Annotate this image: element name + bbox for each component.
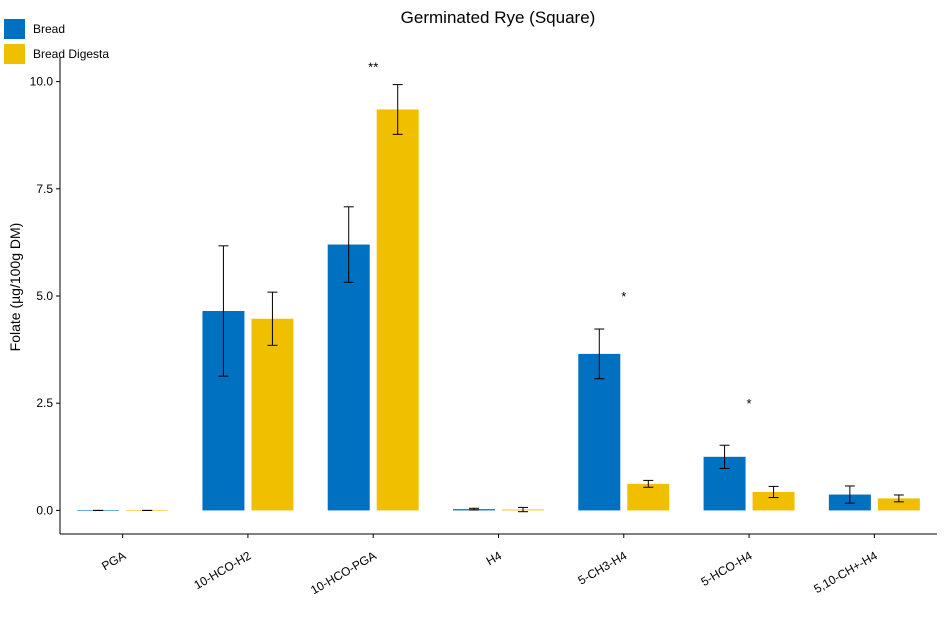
x-tick-label-pga: PGA: [99, 548, 128, 573]
legend-label-bread: Bread: [33, 21, 66, 36]
error-bar-bread-digesta-10-hco-h2: [267, 291, 278, 346]
error-bar-bread-h4: [469, 507, 479, 511]
bar-bread-digesta-5-10-ch-h4: [877, 498, 920, 511]
error-bar-bread-5-10-ch-h4: [844, 485, 855, 504]
legend-label-bread-digesta: Bread Digesta: [33, 46, 110, 61]
y-tick-label: 2.5: [36, 396, 53, 410]
x-tick-label-h4: H4: [484, 548, 505, 568]
y-tick-label: 7.5: [36, 182, 53, 196]
chart-title: Germinated Rye (Square): [401, 8, 596, 27]
y-tick-label: 10.0: [30, 75, 54, 89]
bar-bread-10-hco-pga: [327, 244, 370, 511]
x-tick-label-5-hco-h4: 5-HCO-H4: [698, 548, 754, 589]
legend-item-bread-digesta: Bread Digesta: [4, 41, 109, 66]
error-bar-bread-5-hco-h4: [719, 444, 730, 469]
axes: 0.0 2.5 5.0 7.5 10.0 PGA 10-HCO-H2 10-HCO-PGA H4…: [30, 58, 937, 597]
y-tick-label: 0.0: [36, 503, 53, 517]
annotations: ****: [368, 60, 751, 412]
bar-bread-digesta-5-ch3-h4: [627, 483, 670, 511]
y-tick-label: 5.0: [36, 289, 53, 303]
significance-marker-5-hco-h4: *: [747, 396, 752, 411]
bar-bread-digesta-10-hco-h2: [251, 318, 294, 511]
y-axis-label: Folate (µg/100g DM): [7, 223, 23, 352]
x-tick-label-5-10-ch-h4: 5,10-CH+-H4: [811, 548, 880, 596]
error-bar-bread-10-hco-h2: [218, 245, 229, 377]
legend: Bread Bread Digesta: [4, 16, 109, 66]
significance-marker-5-ch3-h4: *: [621, 289, 626, 304]
significance-marker-10-hco-pga: **: [368, 60, 378, 75]
error-bar-bread-digesta-h4: [518, 506, 528, 513]
x-tick-label-10-hco-pga: 10-HCO-PGA: [308, 548, 379, 597]
bar-bread-digesta-10-hco-pga: [376, 109, 419, 511]
legend-swatch-bread: [4, 18, 25, 39]
bars: [77, 109, 920, 512]
legend-swatch-bread-digesta: [4, 43, 25, 64]
error-bar-bread-digesta-5-ch3-h4: [643, 479, 654, 488]
legend-item-bread: Bread: [4, 16, 109, 41]
error-bar-bread-10-hco-pga: [343, 206, 354, 283]
error-bar-bread-digesta-5-10-ch-h4: [893, 494, 904, 503]
x-tick-label-10-hco-h2: 10-HCO-H2: [192, 548, 254, 592]
error-bar-bread-5-ch3-h4: [594, 328, 605, 380]
bar-bread-5-ch3-h4: [578, 353, 621, 511]
bar-bread-digesta-5-hco-h4: [752, 491, 795, 511]
x-tick-label-5-ch3-h4: 5-CH3-H4: [576, 548, 630, 587]
error-bar-bread-digesta-10-hco-pga: [392, 84, 403, 135]
error-bars: [93, 84, 904, 513]
error-bar-bread-digesta-5-hco-h4: [768, 485, 779, 499]
